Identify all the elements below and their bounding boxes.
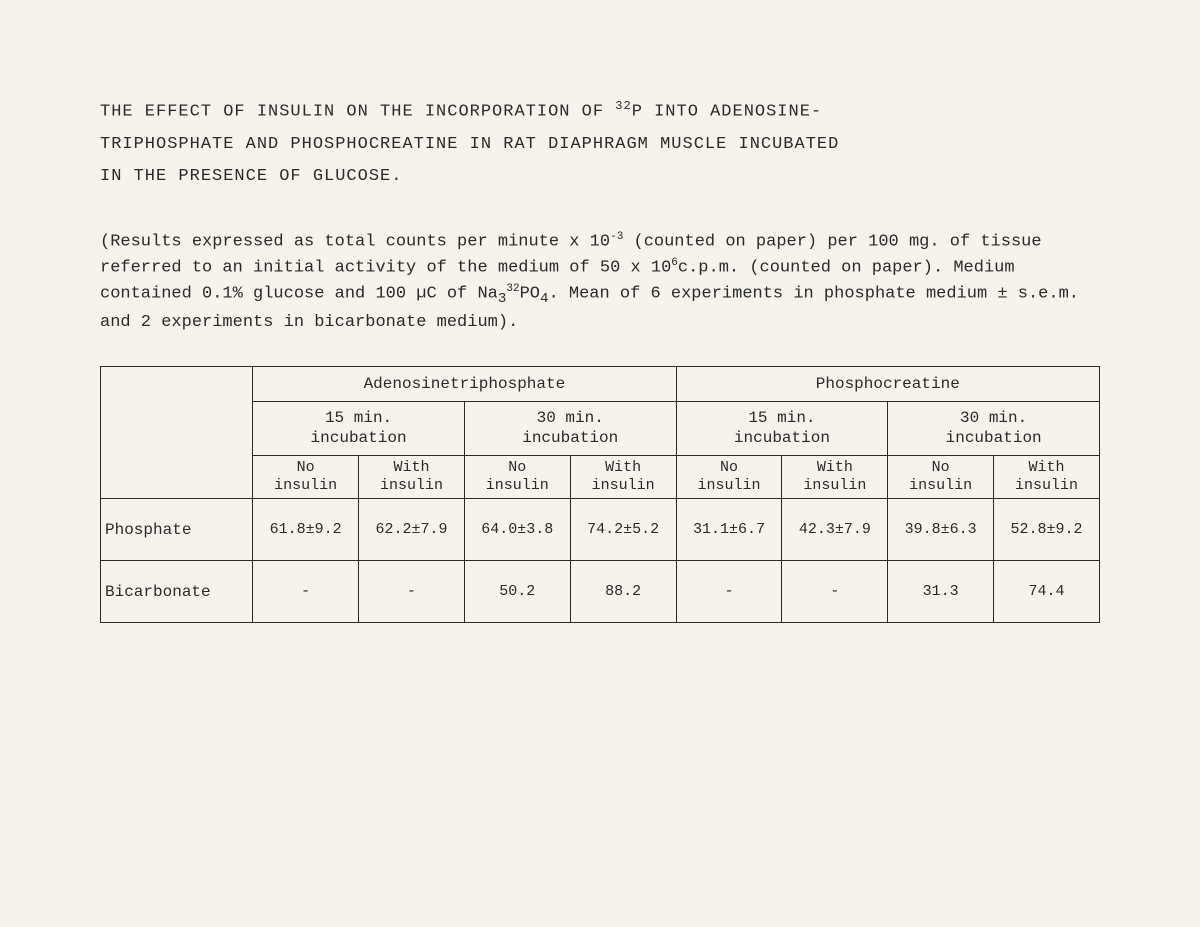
leaf-header: Noinsulin <box>676 456 782 499</box>
data-cell: 39.8±6.3 <box>888 499 994 561</box>
leaf-header: Withinsulin <box>359 456 465 499</box>
data-table: Adenosinetriphosphate Phosphocreatine 15… <box>100 366 1100 624</box>
caption-text-1: (Results expressed as total counts per m… <box>100 232 610 251</box>
title-line-3: IN THE PRESENCE OF GLUCOSE. <box>100 167 402 186</box>
title-line-2: TRIPHOSPHATE AND PHOSPHOCREATINE IN RAT … <box>100 135 839 154</box>
sub-header: 15 min.incubation <box>676 401 888 456</box>
data-cell: - <box>253 561 359 623</box>
data-cell: - <box>359 561 465 623</box>
sub-header: 30 min.incubation <box>464 401 676 456</box>
data-cell: 52.8±9.2 <box>994 499 1100 561</box>
data-cell: 62.2±7.9 <box>359 499 465 561</box>
data-cell: 31.1±6.7 <box>676 499 782 561</box>
caption-sup-2: 6 <box>671 257 678 269</box>
data-cell: - <box>782 561 888 623</box>
leaf-header: Withinsulin <box>994 456 1100 499</box>
leaf-header: Noinsulin <box>253 456 359 499</box>
title-superscript: 32 <box>615 99 631 113</box>
table-corner-cell <box>101 366 253 499</box>
data-cell: - <box>676 561 782 623</box>
document-title: THE EFFECT OF INSULIN ON THE INCORPORATI… <box>100 95 1100 194</box>
table-row: Bicarbonate - - 50.2 88.2 - - 31.3 74.4 <box>101 561 1100 623</box>
data-cell: 74.2±5.2 <box>570 499 676 561</box>
leaf-header: Withinsulin <box>570 456 676 499</box>
group-header-phosphocreatine: Phosphocreatine <box>676 366 1099 401</box>
data-cell: 88.2 <box>570 561 676 623</box>
table-row: Phosphate 61.8±9.2 62.2±7.9 64.0±3.8 74.… <box>101 499 1100 561</box>
data-cell: 42.3±7.9 <box>782 499 888 561</box>
document-caption: (Results expressed as total counts per m… <box>100 229 1100 336</box>
leaf-header: Noinsulin <box>464 456 570 499</box>
leaf-header: Withinsulin <box>782 456 888 499</box>
title-line-1-pre: THE EFFECT OF INSULIN ON THE INCORPORATI… <box>100 103 615 122</box>
caption-sup-3: 32 <box>506 283 519 295</box>
data-cell: 61.8±9.2 <box>253 499 359 561</box>
sub-header: 15 min.incubation <box>253 401 465 456</box>
data-cell: 50.2 <box>464 561 570 623</box>
group-header-atp: Adenosinetriphosphate <box>253 366 676 401</box>
table-header-row-1: Adenosinetriphosphate Phosphocreatine <box>101 366 1100 401</box>
title-line-1-post: P INTO ADENOSINE- <box>632 103 822 122</box>
leaf-header: Noinsulin <box>888 456 994 499</box>
data-cell: 64.0±3.8 <box>464 499 570 561</box>
data-cell: 31.3 <box>888 561 994 623</box>
data-cell: 74.4 <box>994 561 1100 623</box>
sub-header: 30 min.incubation <box>888 401 1100 456</box>
row-label-bicarbonate: Bicarbonate <box>101 561 253 623</box>
row-label-phosphate: Phosphate <box>101 499 253 561</box>
caption-sup-1: -3 <box>610 231 623 243</box>
caption-text-4: PO <box>520 285 540 304</box>
